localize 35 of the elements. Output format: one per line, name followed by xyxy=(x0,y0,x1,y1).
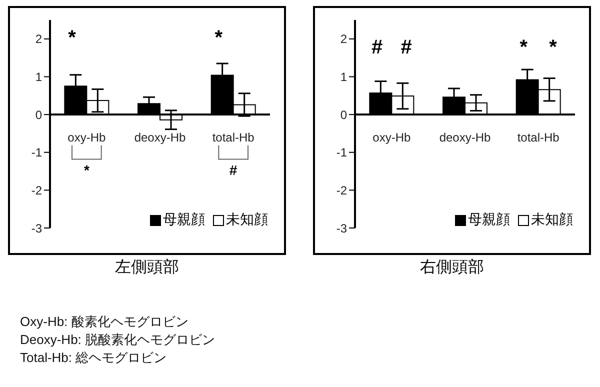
y-tick-label: 1 xyxy=(35,70,42,84)
y-tick-label: 1 xyxy=(340,70,348,84)
annotation: * xyxy=(84,162,90,178)
y-tick-label: -3 xyxy=(336,221,348,236)
text: Deoxy-Hb: 脱酸素化ヘモグロビン xyxy=(20,331,216,349)
annotation: * xyxy=(214,27,223,50)
y-tick-label: -2 xyxy=(336,183,348,198)
y-tick-label: 0 xyxy=(340,108,348,122)
annotation: # xyxy=(400,36,412,59)
annotation: # xyxy=(371,36,383,59)
x-axis-title: 左側頭部 xyxy=(114,258,180,278)
y-tick-label: 2 xyxy=(340,32,348,46)
x-tick-label: oxy-Hb xyxy=(372,130,411,145)
text: Total-Hb: 総ヘモグロビン xyxy=(20,349,168,367)
x-tick-label: deoxy-Hb xyxy=(439,130,492,145)
y-tick-label: -1 xyxy=(336,146,348,160)
legend-label: 未知顔 xyxy=(530,211,573,229)
y-tick-label: 0 xyxy=(35,108,42,122)
x-tick-label: oxy-Hb xyxy=(68,130,106,145)
legend-label: 未知顔 xyxy=(225,211,268,229)
y-tick-label: -2 xyxy=(31,183,42,198)
x-axis-title: 右側頭部 xyxy=(419,258,485,278)
annotation: # xyxy=(229,162,238,178)
x-tick-label: total-Hb xyxy=(212,130,255,145)
y-tick-label: 2 xyxy=(35,32,42,46)
text: Oxy-Hb: 酸素化ヘモグロビン xyxy=(20,313,190,331)
x-tick-label: total-Hb xyxy=(517,130,560,145)
annotation: * xyxy=(549,36,558,59)
annotation: * xyxy=(68,27,76,50)
x-tick-label: deoxy-Hb xyxy=(134,130,186,145)
annotation: * xyxy=(520,36,528,59)
y-tick-label: -1 xyxy=(31,146,42,160)
legend-label: 母親顔 xyxy=(467,211,510,229)
y-tick-label: -3 xyxy=(31,221,42,236)
legend-label: 母親顔 xyxy=(162,211,205,229)
